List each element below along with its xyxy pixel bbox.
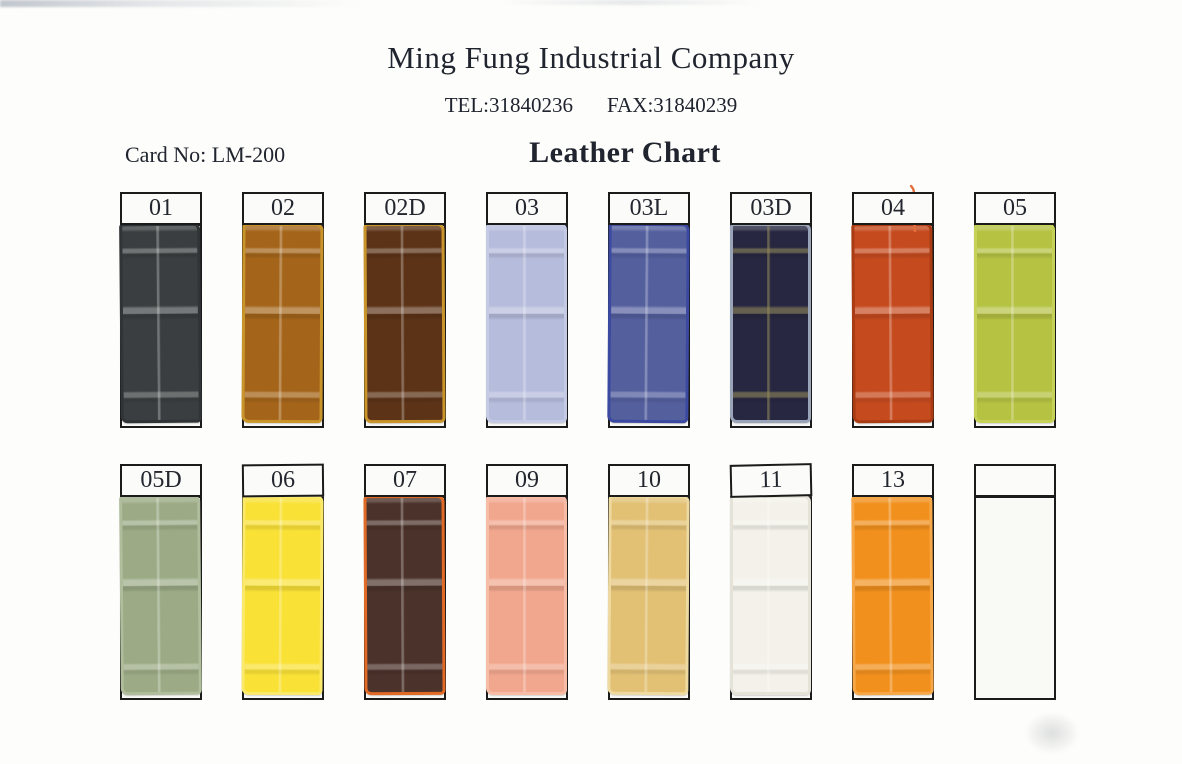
company-name: Ming Fung Industrial Company (387, 40, 795, 75)
swatch-code-label: 13 (852, 464, 934, 497)
swatch-frame (730, 495, 812, 700)
swatch-frame (363, 222, 446, 428)
swatch-cell-04: 04 (851, 192, 934, 428)
scan-smudge-top-left (0, 0, 360, 7)
fax-number: FAX:31840239 (607, 93, 738, 117)
swatch-cell-05: 05 (974, 192, 1056, 428)
leather-swatch (851, 494, 934, 696)
swatch-code-label: 03L (608, 192, 690, 225)
swatch-frame (241, 494, 324, 700)
leather-swatch (851, 222, 934, 424)
swatch-code-label: 10 (608, 464, 690, 497)
leather-swatch (241, 494, 324, 696)
swatch-cell-13: 13 (851, 464, 934, 700)
swatch-cell-empty (974, 464, 1056, 700)
swatch-code-label: 02D (364, 192, 446, 225)
leather-swatch (730, 223, 811, 423)
leather-swatch (730, 495, 811, 695)
leather-swatch (974, 223, 1055, 423)
swatch-code-label: 03 (486, 192, 568, 225)
swatch-code-label: 03D (730, 192, 812, 225)
swatch-frame (607, 222, 690, 428)
leather-swatch (119, 222, 202, 424)
swatch-frame (119, 494, 202, 700)
swatch-cell-02: 02 (241, 192, 324, 428)
scan-smudge-top-center (500, 0, 760, 5)
swatch-frame (851, 222, 934, 428)
leather-swatch (119, 494, 202, 696)
swatch-frame (486, 223, 568, 428)
swatch-code-label: 07 (364, 464, 446, 497)
leather-swatch (607, 222, 690, 424)
swatch-cell-07: 07 (363, 464, 446, 700)
swatch-cell-01: 01 (119, 192, 202, 428)
leather-swatch (241, 222, 324, 424)
swatch-cell-06: 06 (241, 463, 325, 700)
card-number: Card No: LM-200 (125, 142, 286, 167)
swatch-code-label: 02 (242, 192, 324, 225)
leather-swatch (363, 494, 446, 696)
swatch-frame (486, 495, 568, 700)
leather-swatch (486, 223, 567, 423)
swatch-frame (974, 223, 1056, 428)
contact-line: TEL:31840236 FAX:31840239 (0, 93, 1182, 118)
scan-smudge-bottom-right (1022, 710, 1082, 756)
swatch-code-label (974, 464, 1056, 497)
swatch-frame (119, 222, 202, 428)
swatch-frame (974, 496, 1056, 700)
swatch-frame (730, 223, 812, 428)
swatch-row-2: 05D 06 07 09 10 11 13 (119, 463, 1056, 700)
swatch-cell-03: 03 (486, 192, 568, 428)
swatch-cell-02d: 02D (363, 192, 446, 428)
tel-number: TEL:31840236 (444, 93, 574, 117)
swatch-code-label: 05 (974, 192, 1056, 225)
leather-swatch (363, 222, 446, 424)
swatch-frame (851, 494, 934, 700)
swatch-code-label: 11 (729, 463, 813, 498)
swatch-code-label: 06 (241, 463, 325, 498)
swatch-code-label: 09 (486, 464, 568, 497)
swatch-code-label: 04 (852, 192, 934, 225)
swatch-code-label: 01 (120, 192, 202, 225)
swatch-row-1: 01 02 02D 03 03L 03D 04 05 (119, 192, 1056, 428)
swatch-cell-05d: 05D (119, 464, 202, 700)
swatch-frame (607, 494, 690, 700)
swatch-frame (241, 222, 324, 428)
swatch-cell-03l: 03L (607, 192, 690, 428)
swatch-cell-11: 11 (729, 463, 813, 700)
swatch-code-label: 05D (120, 464, 202, 497)
swatch-cell-09: 09 (486, 464, 568, 700)
leather-swatch (486, 495, 567, 695)
chart-title: Leather Chart (529, 136, 721, 169)
swatch-cell-10: 10 (607, 464, 690, 700)
swatch-frame (363, 494, 446, 700)
swatch-cell-03d: 03D (730, 192, 812, 428)
leather-swatch (607, 494, 690, 696)
